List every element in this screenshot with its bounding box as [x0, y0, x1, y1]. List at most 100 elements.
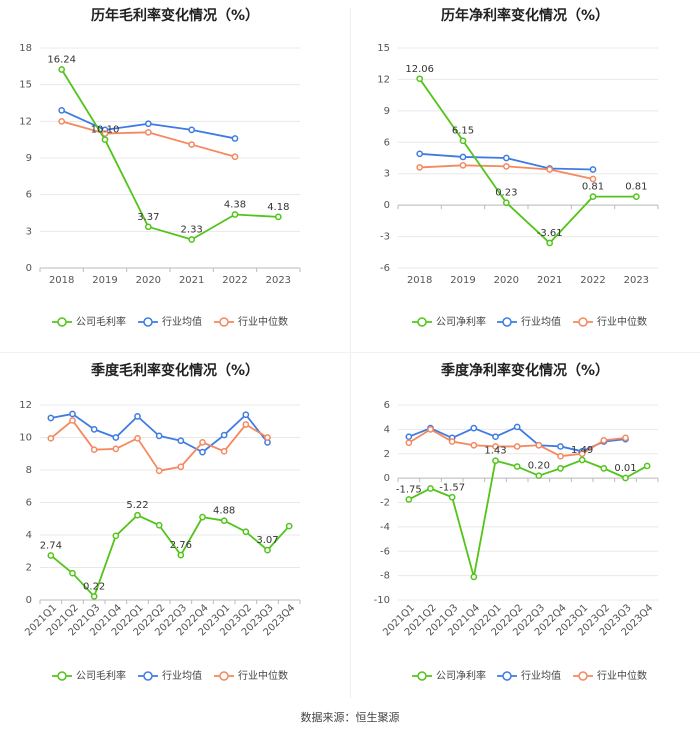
y-tick-label: 12: [19, 400, 32, 411]
data-point-median: [557, 452, 564, 460]
data-point-company: [112, 532, 120, 540]
data-point-company: [199, 513, 206, 521]
legend-item-avg: 行业均值: [497, 669, 561, 682]
data-point-company: [513, 463, 521, 470]
data-point-median: [220, 447, 228, 455]
y-tick-label: -2: [380, 498, 390, 509]
data-point-company: [188, 236, 196, 243]
data-point-avg: [470, 424, 478, 432]
data-label: 2.33: [181, 225, 203, 236]
data-label: 3.37: [137, 212, 159, 223]
data-point-median: [188, 141, 196, 148]
data-source: 数据来源：恒生聚源: [300, 711, 400, 724]
data-point-avg: [69, 410, 76, 418]
x-tick-label: 2020: [494, 275, 519, 286]
data-point-company: [632, 193, 640, 201]
data-point-company: [177, 551, 185, 559]
x-tick-label: 2019: [450, 275, 475, 286]
data-point-avg: [231, 135, 239, 142]
data-point-median: [589, 175, 597, 183]
legend-item-median: 行业中位数: [214, 669, 288, 682]
data-point-median: [470, 441, 478, 449]
data-point-avg: [513, 423, 521, 431]
data-label: 1.43: [484, 446, 506, 457]
y-tick-label: 0: [384, 200, 390, 211]
y-tick-label: 0: [384, 473, 390, 484]
data-point-company: [578, 456, 586, 464]
y-tick-label: -10: [374, 595, 390, 606]
data-point-avg: [58, 106, 66, 114]
legend-marker: [219, 671, 229, 681]
data-point-median: [502, 163, 510, 170]
y-tick-label: 10: [19, 433, 32, 444]
legend-label: 行业均值: [162, 669, 202, 682]
y-tick-label: 4: [26, 530, 32, 541]
chart-annual-gross-margin: 历年毛利率变化情况（%） 0 3 6 9 12 15 18 2018 2019 2020 2021 20…: [0, 0, 350, 350]
data-point-company: [231, 211, 239, 218]
y-tick-label: 12: [377, 74, 390, 85]
y-tick-label: -8: [380, 571, 390, 582]
legend-item-avg: 行业均值: [138, 315, 202, 328]
data-point-company: [134, 511, 141, 519]
data-label: -3.61: [537, 228, 563, 239]
data-point-avg: [416, 150, 424, 158]
data-point-avg: [502, 154, 510, 162]
x-tick-label: 2023: [266, 275, 291, 286]
data-point-company: [459, 137, 467, 145]
y-tick-label: 0: [26, 263, 32, 274]
y-tick-label: 6: [26, 498, 32, 509]
y-tick-label: 9: [26, 153, 32, 164]
legend-item-median: 行业中位数: [573, 669, 647, 682]
data-point-avg: [242, 411, 250, 419]
data-label: 4.38: [224, 199, 246, 210]
data-point-company: [69, 569, 76, 577]
data-point-median: [90, 446, 98, 454]
legend-marker: [578, 671, 588, 681]
data-point-company: [600, 465, 608, 472]
data-label: 4.18: [267, 202, 289, 213]
data-point-median: [58, 117, 66, 125]
data-point-median: [492, 443, 499, 450]
legend-marker: [143, 671, 153, 681]
data-point-median: [47, 434, 55, 442]
y-tick-label: 9: [384, 106, 390, 117]
data-label: -1.75: [396, 484, 422, 495]
legend-item-company: 公司毛利率: [52, 669, 126, 682]
legend-label: 行业均值: [162, 315, 202, 328]
legend-label: 行业均值: [521, 315, 561, 328]
data-point-company: [274, 213, 282, 221]
data-label: -1.57: [439, 482, 465, 493]
legend-marker: [502, 671, 512, 681]
legend-item-company: 公司净利率: [412, 315, 486, 328]
data-point-median: [264, 434, 271, 441]
vertical-divider: [350, 8, 351, 698]
y-tick-label: 2: [384, 449, 390, 460]
legend-label: 行业中位数: [238, 669, 288, 682]
chart-title: 季度净利率变化情况（%）: [440, 362, 609, 379]
data-point-median: [448, 438, 456, 445]
data-point-company: [264, 546, 271, 554]
x-tick-label: 2021: [537, 275, 562, 286]
y-tick-label: 2: [26, 563, 32, 574]
chart-svg: 历年净利率变化情况（%） -6 -3 0 3 6 9 12 15 2018 2019 2020 2021…: [377, 7, 659, 328]
legend-marker: [417, 317, 427, 327]
legend-marker: [417, 671, 427, 681]
data-point-company: [470, 573, 478, 581]
data-label: 0.81: [582, 182, 604, 193]
data-point-median: [416, 164, 424, 171]
horizontal-divider: [0, 352, 700, 353]
data-point-median: [600, 436, 608, 444]
y-tick-label: 8: [26, 465, 32, 476]
data-point-avg: [557, 443, 564, 450]
series-line-median: [50, 419, 268, 472]
data-point-avg: [134, 413, 141, 420]
data-label: 0.20: [528, 461, 550, 472]
chart-quarterly-gross-margin: 季度毛利率变化情况（%） 0 2 4 6 8 10 12 2021Q1 2021Q2 2021Q3 2…: [0, 355, 350, 705]
y-tick-label: 12: [19, 116, 32, 127]
data-label: 12.06: [405, 64, 434, 75]
series-line-company: [60, 69, 279, 241]
chart-annual-net-margin: 历年净利率变化情况（%） -6 -3 0 3 6 9 12 15 2018 2019 2020 2021…: [350, 0, 700, 350]
legend-item-median: 行业中位数: [573, 315, 647, 328]
legend-marker: [578, 317, 588, 327]
data-point-avg: [177, 437, 185, 445]
